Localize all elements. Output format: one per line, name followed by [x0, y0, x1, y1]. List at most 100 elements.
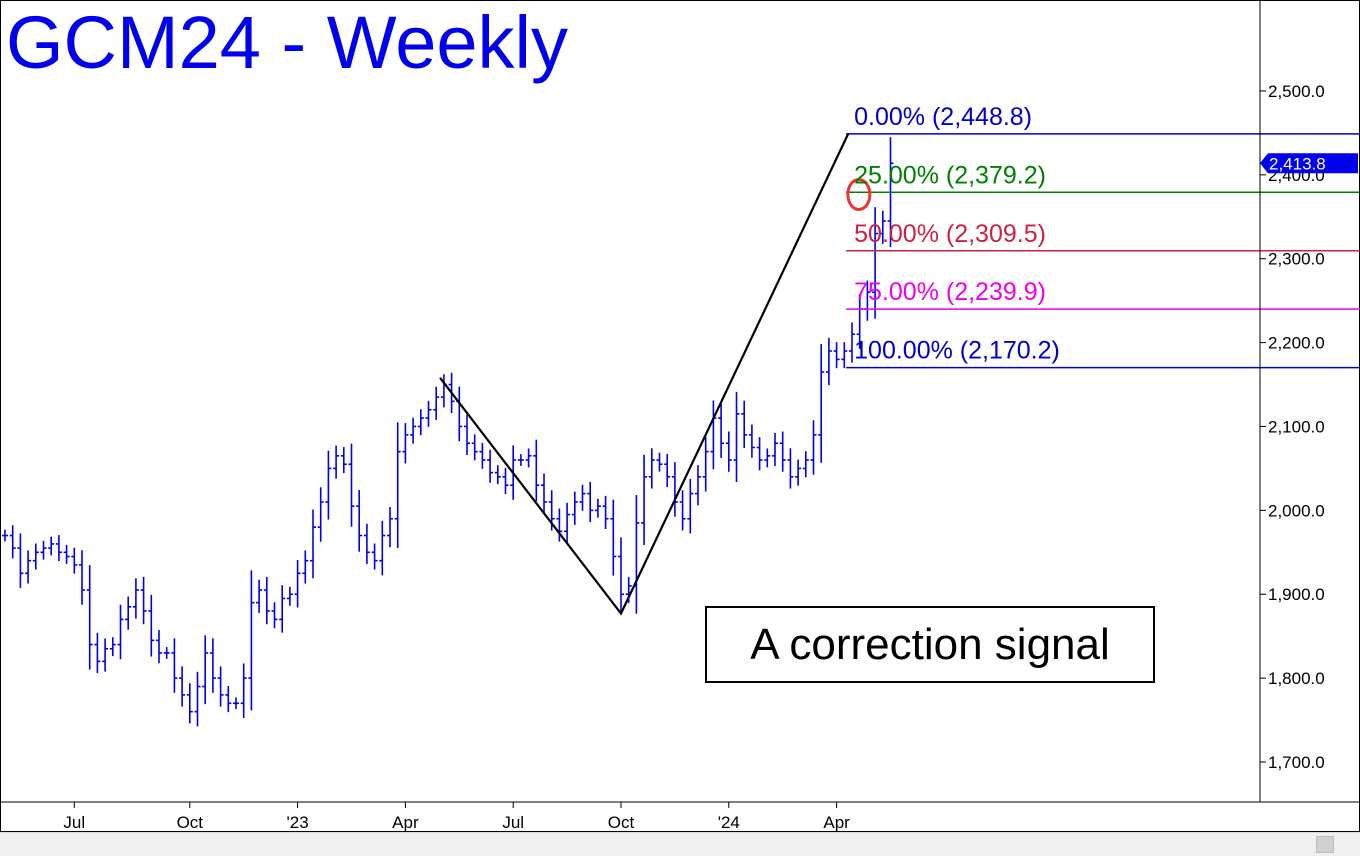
ohlc-bar [487, 449, 494, 483]
x-tick-label: '23 [287, 813, 309, 832]
chart-title: GCM24 - Weekly [6, 1, 568, 84]
ohlc-bar [610, 499, 617, 576]
ohlc-bar [564, 502, 571, 544]
ohlc-bar [186, 683, 193, 724]
ohlc-bar [402, 423, 409, 464]
ohlc-bar [464, 414, 470, 455]
ohlc-bar [687, 478, 694, 534]
scrollbar-thumb[interactable] [1316, 836, 1334, 853]
chart-border [0, 0, 1360, 832]
ohlc-bar [294, 560, 301, 608]
ohlc-bar [587, 481, 594, 523]
ohlc-bar [718, 403, 725, 458]
fib-level-label: 25.00% (2,379.2) [854, 161, 1046, 189]
ohlc-bar [417, 409, 424, 436]
ohlc-bar [148, 594, 155, 657]
marker-group [846, 177, 872, 211]
ohlc-bar [333, 445, 340, 479]
ohlc-bar [479, 442, 486, 469]
ohlc-bar [525, 448, 532, 468]
ohlc-bar [279, 585, 286, 633]
ohlc-bar [140, 576, 147, 625]
x-tick-label: Apr [392, 813, 419, 832]
ohlc-bar [594, 498, 601, 518]
ohlc-bar [664, 453, 671, 488]
ohlc-bar [387, 507, 393, 548]
ohlc-bar [456, 386, 463, 442]
ohlc-bar [841, 342, 848, 369]
ohlc-bar [648, 448, 655, 489]
ohlc-bar [825, 337, 832, 386]
ohlc-bar [571, 491, 578, 525]
x-tick-label: Apr [823, 813, 850, 832]
ohlc-bar [679, 490, 686, 531]
ohlc-bar [556, 508, 563, 542]
ohlc-bar [55, 535, 62, 562]
ohlc-bar [410, 417, 417, 444]
x-tick-label: Jul [502, 813, 524, 832]
ohlc-bar [340, 447, 347, 474]
ohlc-bar [810, 420, 817, 475]
ohlc-bar [433, 386, 440, 420]
ohlc-bar [25, 550, 32, 584]
ohlc-bar [32, 543, 39, 570]
ohlc-bar [533, 439, 540, 502]
ohlc-bar [363, 523, 370, 565]
ohlc-bar [517, 454, 524, 466]
horizontal-scrollbar[interactable] [0, 832, 1360, 856]
ohlc-bar [494, 465, 501, 485]
y-tick-label: 2,000.0 [1268, 501, 1325, 520]
ohlc-bar [371, 543, 378, 570]
axes: 1,700.0 1,800.0 1,900.0 2,000.0 2,100.0 2,200… [0, 0, 1360, 832]
ohlc-bar [302, 550, 309, 584]
fib-level-label: 50.00% (2,309.5) [854, 220, 1046, 248]
ohlc-bar [618, 537, 624, 614]
ohlc-bar [171, 638, 178, 693]
x-tick-label: '24 [718, 813, 740, 832]
ohlc-bar [849, 322, 855, 363]
ohlc-bar [40, 540, 47, 560]
ohlc-bar [63, 544, 70, 564]
callout-box: A correction signal [705, 606, 1155, 683]
ohlc-bar [541, 473, 547, 514]
ohlc-bar [248, 570, 255, 711]
ohlc-bar [286, 586, 293, 606]
ohlc-bar [263, 576, 270, 625]
ohlc-bar [579, 484, 586, 511]
y-tick-label: 1,700.0 [1268, 753, 1325, 772]
correction-marker [846, 177, 872, 211]
ohlc-bar [202, 635, 209, 705]
ohlc-bar [240, 663, 247, 718]
ohlc-bar [802, 451, 809, 478]
y-tick-label: 1,900.0 [1268, 585, 1325, 604]
ohlc-bar [217, 666, 224, 707]
ohlc-bar [671, 462, 678, 517]
ohlc-bar [17, 533, 24, 588]
y-tick-label: 2,200.0 [1268, 334, 1325, 353]
ohlc-bar [748, 424, 755, 458]
ohlc-bar [2, 529, 8, 542]
ohlc-bar [163, 647, 170, 659]
y-tick-label: 2,100.0 [1268, 417, 1325, 436]
ohlc-bar [779, 431, 786, 472]
ohlc-bar [795, 459, 802, 486]
ohlc-bar [695, 465, 701, 506]
ohlc-bar [656, 452, 663, 472]
ohlc-bar [125, 596, 132, 630]
ohlc-bar [156, 630, 162, 664]
ohlc-bar [772, 432, 778, 467]
ohlc-bar [787, 448, 794, 489]
ohlc-bar [725, 431, 732, 472]
ohlc-bar [764, 448, 771, 468]
ohlc-bar [394, 422, 401, 549]
price-bars [2, 137, 894, 727]
y-tick-label: 2,300.0 [1268, 250, 1325, 269]
x-tick-label: Oct [608, 813, 635, 832]
ohlc-bar [310, 509, 316, 579]
ohlc-bar [209, 638, 216, 693]
zigzag-line [439, 133, 850, 616]
y-tick-label: 1,800.0 [1268, 669, 1325, 688]
ohlc-bar [633, 495, 640, 614]
ohlc-bar [348, 443, 355, 527]
last-price-tag-bg [1260, 153, 1358, 174]
